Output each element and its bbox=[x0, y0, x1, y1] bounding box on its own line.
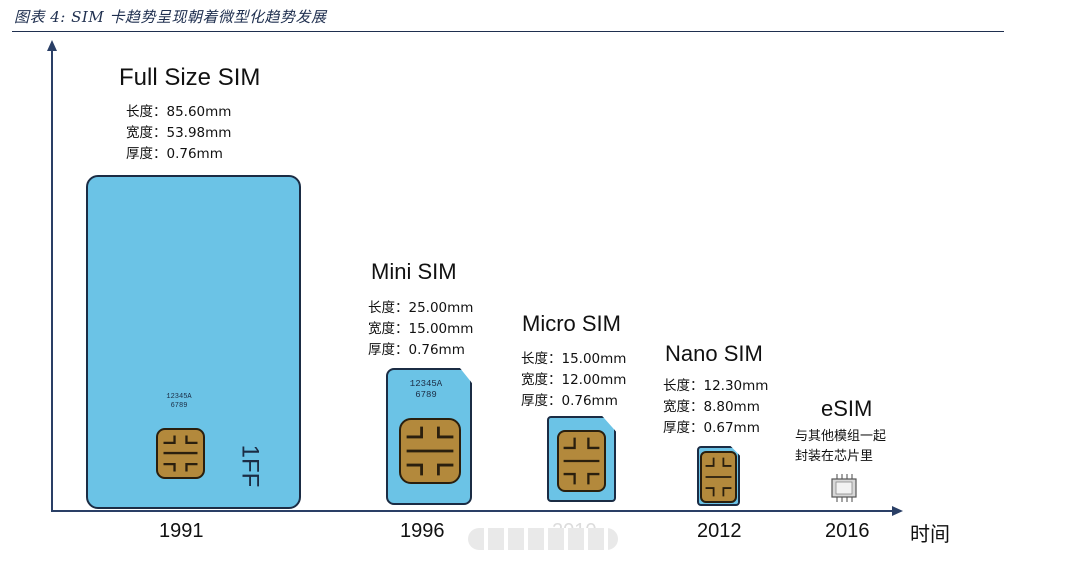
watermark-strip bbox=[468, 528, 618, 550]
full-size-sim-card: 12345A 6789 1FF bbox=[86, 175, 301, 509]
spec-length: 长度：85.60mm bbox=[126, 104, 232, 120]
esim-note-line-1: 与其他模组一起 bbox=[795, 429, 887, 444]
sim-chip bbox=[700, 451, 737, 503]
spec-thickness: 厚度：0.76mm bbox=[521, 393, 618, 409]
micro-sim-card bbox=[547, 416, 616, 502]
esim-note: 与其他模组一起 封装在芯片里 bbox=[795, 427, 886, 467]
year-2016: 2016 bbox=[825, 520, 870, 542]
spec-mini: 长度：25.00mm 宽度：15.00mm 厚度：0.76mm bbox=[368, 298, 473, 361]
spec-thickness: 厚度：0.76mm bbox=[126, 146, 223, 162]
serial-number: 12345A 6789 bbox=[393, 379, 459, 401]
serial-line-1: 12345A bbox=[409, 379, 443, 389]
x-axis-arrow bbox=[892, 506, 903, 516]
esim-note-line-2: 封装在芯片里 bbox=[795, 449, 874, 464]
spec-length: 长度：15.00mm bbox=[521, 351, 627, 367]
esim-chip bbox=[829, 473, 859, 503]
spec-length: 长度：25.00mm bbox=[368, 300, 474, 316]
spec-thickness: 厚度：0.67mm bbox=[663, 420, 760, 436]
serial-line-2: 6789 bbox=[415, 390, 437, 400]
mini-sim-card: 12345A 6789 bbox=[386, 368, 472, 505]
y-axis bbox=[51, 50, 53, 512]
x-axis-label: 时间 bbox=[910, 522, 950, 546]
year-1991: 1991 bbox=[159, 520, 204, 542]
spec-width: 宽度：53.98mm bbox=[126, 125, 232, 141]
spec-length: 长度：12.30mm bbox=[663, 378, 769, 394]
form-factor-label: 1FF bbox=[236, 444, 264, 488]
year-2012: 2012 bbox=[697, 520, 742, 542]
sim-chip bbox=[557, 430, 606, 492]
card-name-nano: Nano SIM bbox=[665, 341, 763, 366]
nano-sim-card bbox=[697, 446, 740, 506]
card-name-micro: Micro SIM bbox=[522, 311, 621, 336]
spec-width: 宽度：15.00mm bbox=[368, 321, 474, 337]
figure-title: 图表 4: SIM 卡趋势呈现朝着微型化趋势发展 bbox=[14, 8, 327, 26]
spec-micro: 长度：15.00mm 宽度：12.00mm 厚度：0.76mm bbox=[521, 349, 626, 412]
serial-line-2: 6789 bbox=[170, 402, 188, 410]
serial-line-1: 12345A bbox=[166, 393, 192, 401]
spec-full-size: 长度：85.60mm 宽度：53.98mm 厚度：0.76mm bbox=[126, 102, 231, 165]
y-axis-arrow bbox=[47, 40, 57, 51]
card-name-esim: eSIM bbox=[821, 396, 873, 421]
card-name-mini: Mini SIM bbox=[371, 259, 457, 284]
x-axis bbox=[51, 510, 896, 512]
sim-chip bbox=[399, 418, 461, 484]
spec-thickness: 厚度：0.76mm bbox=[368, 342, 465, 358]
spec-nano: 长度：12.30mm 宽度：8.80mm 厚度：0.67mm bbox=[663, 376, 768, 439]
spec-width: 宽度：12.00mm bbox=[521, 372, 627, 388]
sim-chip bbox=[156, 428, 205, 479]
spec-width: 宽度：8.80mm bbox=[663, 399, 760, 415]
card-name-full-size: Full Size SIM bbox=[119, 64, 261, 91]
year-1996: 1996 bbox=[400, 520, 445, 542]
title-divider bbox=[12, 31, 1004, 32]
serial-number: 12345A 6789 bbox=[159, 393, 199, 411]
